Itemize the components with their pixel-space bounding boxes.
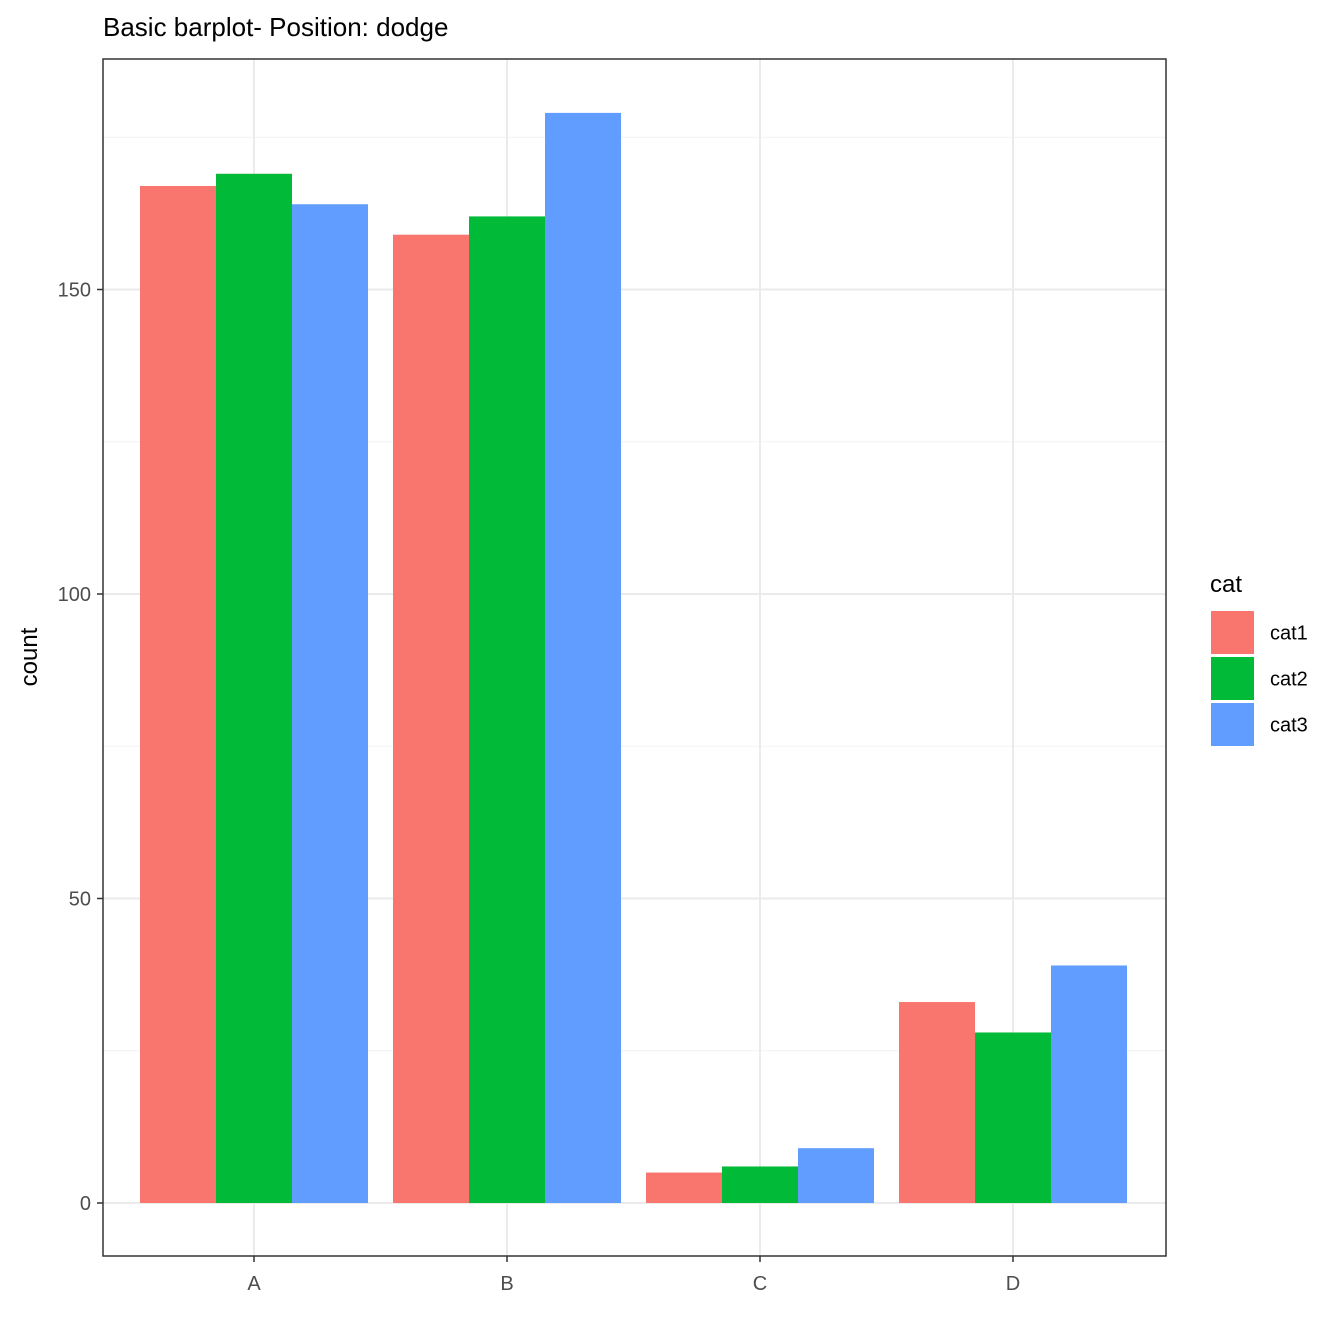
legend-label-cat2: cat2	[1270, 669, 1308, 691]
bar-A-cat1	[140, 185, 216, 1204]
legend-key-cat3	[1211, 703, 1254, 746]
bar-C-cat1	[646, 1172, 722, 1203]
x-axis: A B C D	[247, 1256, 1020, 1295]
legend-label-cat1: cat1	[1270, 623, 1308, 645]
x-tick-label: D	[1006, 1273, 1020, 1295]
bars	[140, 112, 1127, 1204]
bar-C-cat2	[722, 1166, 798, 1203]
x-tick-label: A	[247, 1273, 261, 1295]
bar-B-cat3	[545, 112, 621, 1203]
bar-C-cat3	[798, 1148, 874, 1203]
legend-label-cat3: cat3	[1270, 715, 1308, 737]
legend-title: cat	[1210, 571, 1242, 598]
y-axis-title: count	[16, 627, 43, 686]
bar-B-cat1	[393, 234, 469, 1203]
bar-D-cat3	[1051, 965, 1127, 1203]
y-tick-label: 50	[69, 889, 91, 911]
legend-key-cat1	[1211, 611, 1254, 654]
bar-B-cat2	[469, 216, 545, 1204]
legend-key-cat2	[1211, 657, 1254, 700]
bar-D-cat2	[975, 1032, 1051, 1203]
y-tick-label: 0	[80, 1193, 91, 1215]
panel-border	[102, 58, 1167, 1257]
chart-title: Basic barplot- Position: dodge	[103, 12, 448, 42]
legend: cat cat1 cat2 cat3	[1210, 571, 1308, 746]
y-axis: 0 50 100 150	[58, 280, 103, 1215]
x-tick-label: B	[500, 1273, 513, 1295]
y-tick-label: 100	[58, 584, 91, 606]
bar-D-cat1	[899, 1002, 975, 1203]
bar-A-cat3	[292, 204, 368, 1204]
bar-A-cat2	[216, 173, 292, 1203]
x-tick-label: C	[753, 1273, 767, 1295]
y-tick-label: 150	[58, 280, 91, 302]
